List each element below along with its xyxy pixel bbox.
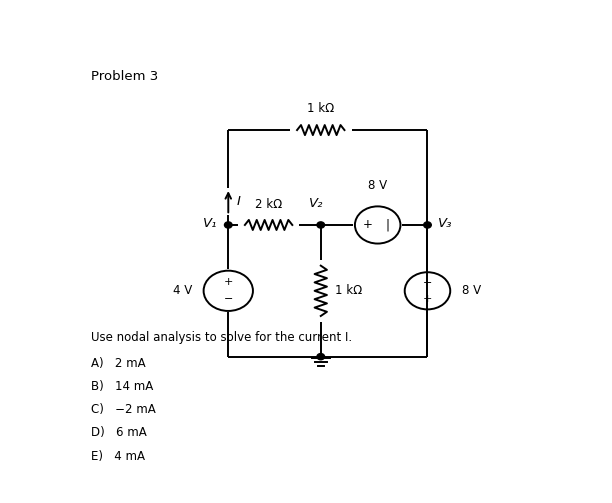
Text: D)   6 mA: D) 6 mA	[91, 427, 146, 439]
Text: |: |	[385, 218, 389, 231]
Text: −: −	[423, 278, 432, 288]
Text: Use nodal analysis to solve for the current I.: Use nodal analysis to solve for the curr…	[91, 331, 352, 345]
Circle shape	[317, 354, 324, 360]
Text: 2 kΩ: 2 kΩ	[255, 198, 282, 211]
Text: +: +	[423, 294, 432, 304]
Text: 1 kΩ: 1 kΩ	[335, 284, 362, 297]
Text: 1 kΩ: 1 kΩ	[307, 102, 334, 115]
Text: −: −	[223, 294, 233, 304]
Text: Problem 3: Problem 3	[91, 70, 158, 83]
Circle shape	[424, 222, 431, 228]
Circle shape	[225, 222, 232, 228]
Text: V₃: V₃	[438, 216, 452, 229]
Text: 8 V: 8 V	[462, 284, 481, 297]
Text: +: +	[223, 277, 233, 287]
Text: 8 V: 8 V	[368, 179, 387, 192]
Text: C)   −2 mA: C) −2 mA	[91, 403, 155, 416]
Text: +: +	[363, 218, 373, 231]
Text: V₁: V₁	[203, 216, 218, 229]
Text: B)   14 mA: B) 14 mA	[91, 380, 153, 393]
Text: 4 V: 4 V	[173, 284, 192, 297]
Text: E)   4 mA: E) 4 mA	[91, 450, 144, 463]
Text: I: I	[237, 195, 241, 208]
Circle shape	[317, 222, 324, 228]
Text: V₂: V₂	[309, 197, 323, 210]
Text: A)   2 mA: A) 2 mA	[91, 357, 146, 370]
